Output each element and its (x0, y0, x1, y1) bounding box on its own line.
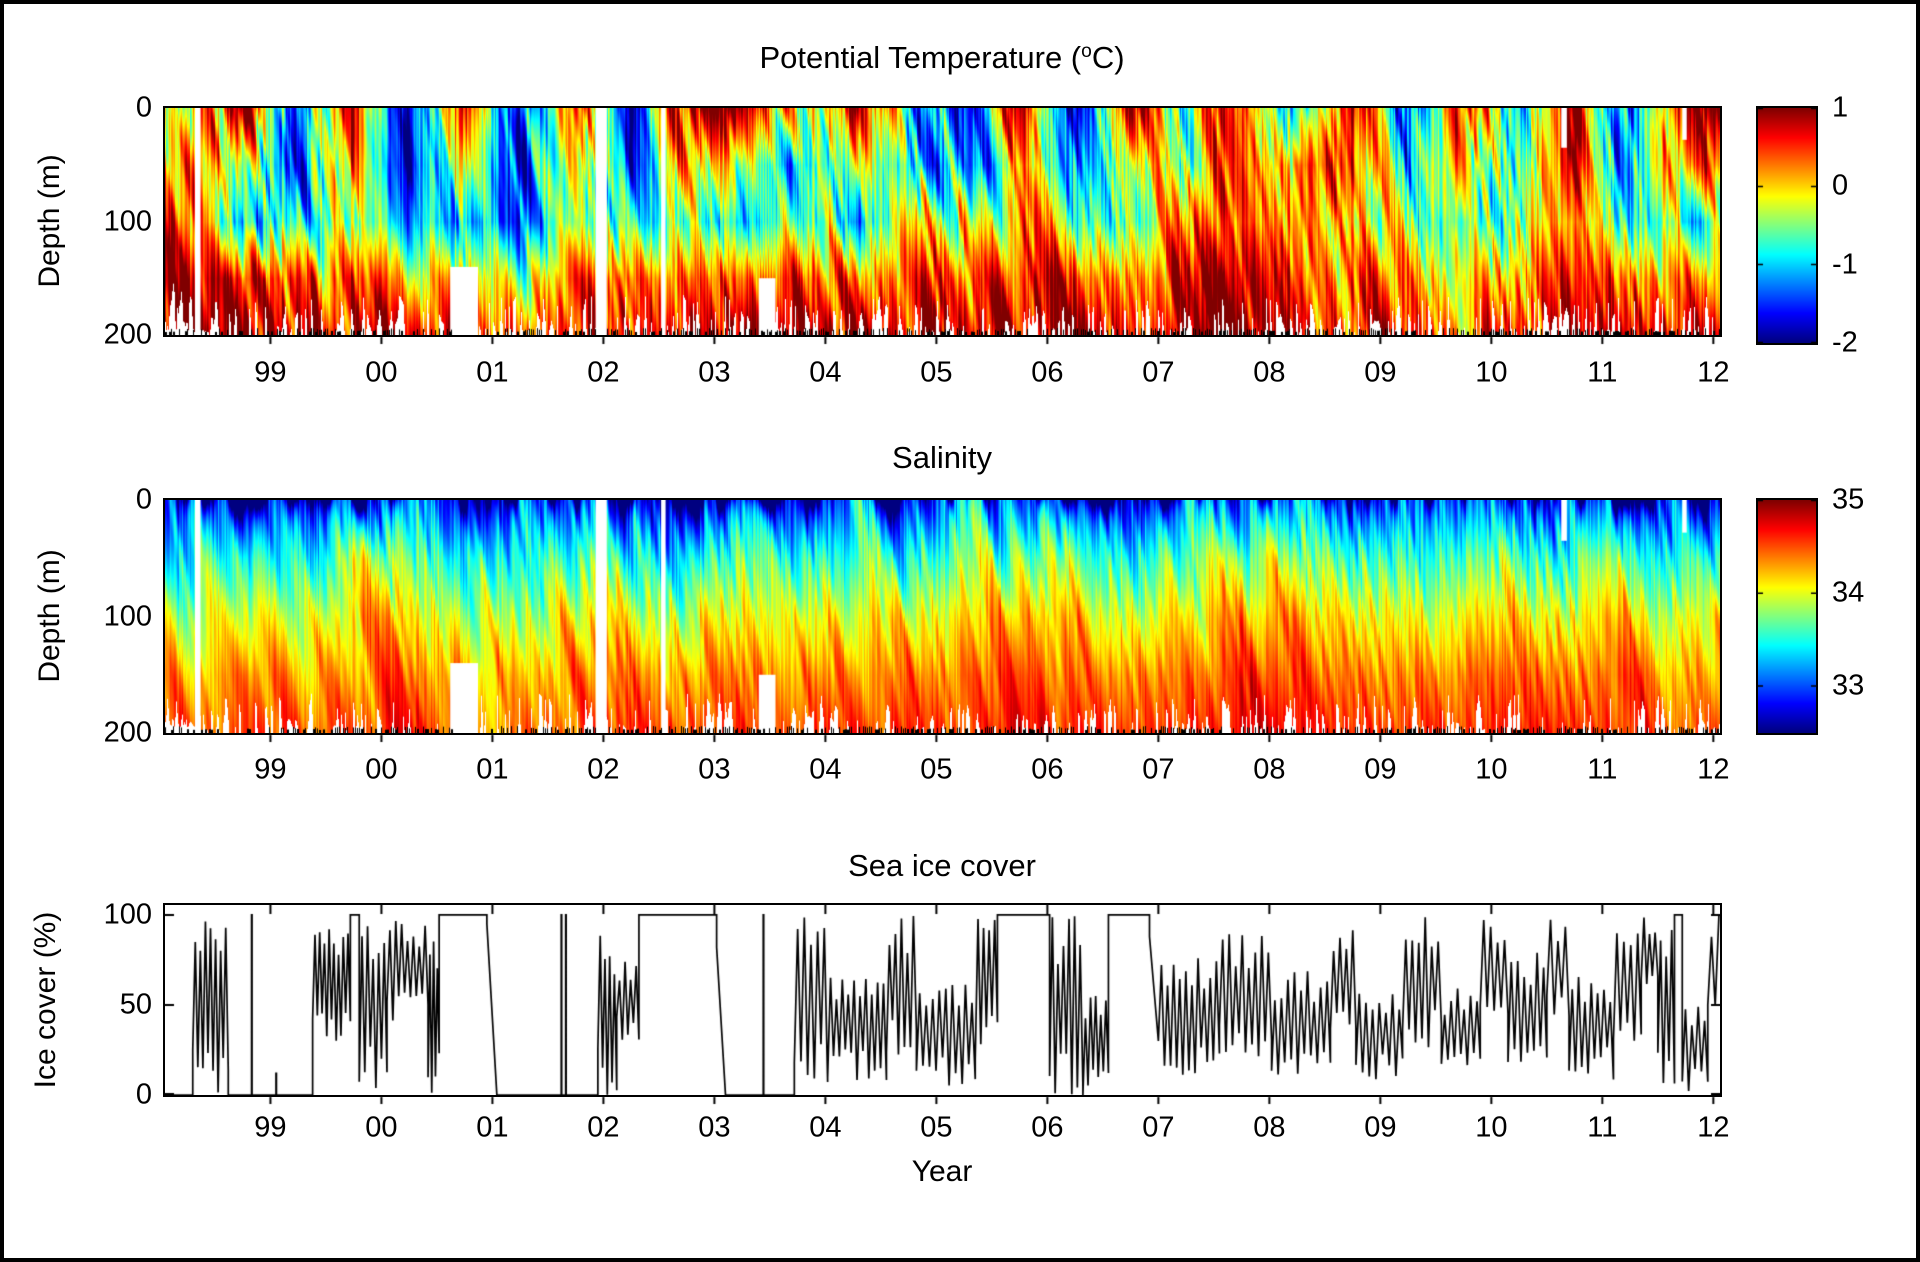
x-tick-label: 03 (698, 356, 731, 389)
colorbar-tick-label: -2 (1832, 326, 1858, 359)
panel1-title-post: C) (1091, 40, 1125, 75)
x-tick-label: 10 (1475, 356, 1508, 389)
x-tick-label: 07 (1142, 753, 1175, 786)
colorbar-tick-label: 34 (1832, 576, 1865, 609)
y-tick-label: 100 (103, 898, 152, 931)
panel3-ylabel: Ice cover (%) (29, 911, 62, 1089)
x-tick-label: 09 (1364, 356, 1397, 389)
y-tick-label: 50 (119, 988, 152, 1021)
panel1-title: Potential Temperature (oC) (759, 40, 1124, 76)
x-tick-label: 08 (1253, 1111, 1286, 1144)
x-tick-label: 06 (1031, 1111, 1064, 1144)
x-tick-label: 08 (1253, 356, 1286, 389)
y-tick-label: 100 (103, 205, 152, 237)
panel2-title: Salinity (892, 440, 992, 475)
x-tick-label: 00 (365, 356, 398, 389)
y-tick-label: 200 (103, 318, 152, 351)
x-tick-label: 12 (1697, 1111, 1730, 1144)
x-tick-label: 99 (254, 356, 287, 389)
panel1-ylabel: Depth (m) (33, 154, 66, 288)
x-tick-label: 10 (1475, 1111, 1508, 1144)
y-tick-label: 0 (135, 91, 152, 124)
panel1-title-pre: Potential Temperature ( (759, 40, 1082, 75)
x-tick-label: 04 (809, 753, 842, 786)
x-tick-label: 12 (1697, 356, 1730, 389)
y-tick-label: 0 (135, 1078, 152, 1111)
y-tick-label: 0 (135, 483, 152, 516)
x-tick-label: 02 (587, 356, 620, 389)
x-tick-label: 10 (1475, 753, 1508, 786)
x-axis-label: Year (911, 1155, 973, 1188)
x-tick-label: 05 (920, 356, 953, 389)
x-tick-label: 99 (254, 753, 287, 786)
x-tick-label: 11 (1587, 753, 1618, 786)
salinity-heatmap (163, 498, 1722, 735)
panel3-title: Sea ice cover (848, 848, 1036, 883)
colorbar-tick-label: 0 (1832, 169, 1849, 202)
x-tick-label: 05 (920, 1111, 953, 1144)
x-tick-label: 03 (698, 1111, 731, 1144)
x-tick-label: 01 (476, 356, 509, 389)
x-tick-label: 12 (1697, 753, 1730, 786)
panel1-title-sup: o (1081, 41, 1092, 63)
x-tick-label: 04 (809, 356, 842, 389)
panel2-ylabel: Depth (m) (33, 549, 66, 683)
colorbar-tick-label: 1 (1832, 91, 1849, 124)
colorbar-tick-label: 35 (1832, 483, 1865, 516)
ice-cover-lineplot (163, 903, 1722, 1097)
y-tick-label: 100 (103, 600, 152, 632)
x-tick-label: 99 (254, 1111, 287, 1144)
x-tick-label: 02 (587, 753, 620, 786)
colorbar-tick-label: 33 (1832, 669, 1865, 702)
x-tick-label: 06 (1031, 753, 1064, 786)
x-tick-label: 09 (1364, 1111, 1397, 1144)
x-tick-label: 05 (920, 753, 953, 786)
x-tick-label: 04 (809, 1111, 842, 1144)
temperature-colorbar (1756, 106, 1818, 345)
x-tick-label: 07 (1142, 356, 1175, 389)
salinity-colorbar (1756, 498, 1818, 735)
colorbar-tick-label: -1 (1832, 248, 1858, 281)
x-tick-label: 07 (1142, 1111, 1175, 1144)
x-tick-label: 03 (698, 753, 731, 786)
x-tick-label: 00 (365, 753, 398, 786)
x-tick-label: 01 (476, 753, 509, 786)
x-tick-label: 11 (1587, 1111, 1618, 1144)
x-tick-label: 08 (1253, 753, 1286, 786)
temperature-heatmap (163, 106, 1722, 337)
x-tick-label: 11 (1587, 356, 1618, 389)
x-tick-label: 06 (1031, 356, 1064, 389)
x-tick-label: 01 (476, 1111, 509, 1144)
y-tick-label: 200 (103, 716, 152, 749)
x-tick-label: 00 (365, 1111, 398, 1144)
x-tick-label: 09 (1364, 753, 1397, 786)
x-tick-label: 02 (587, 1111, 620, 1144)
